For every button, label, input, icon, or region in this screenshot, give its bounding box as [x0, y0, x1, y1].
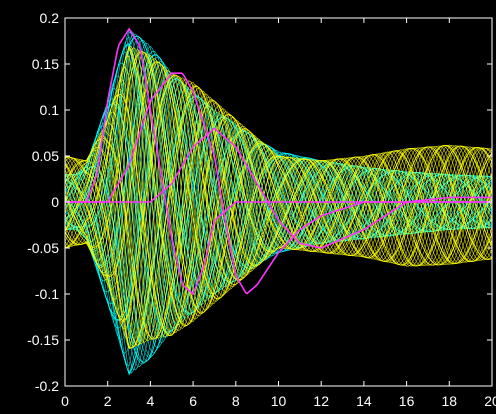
- x-tick-label: 10: [271, 393, 287, 409]
- plot-area: [65, 27, 492, 376]
- trajectory-line: [65, 82, 492, 345]
- trajectory-line: [65, 46, 492, 336]
- trajectory-line: [65, 64, 492, 321]
- y-tick-label: 0.1: [40, 102, 60, 118]
- series-bundle: [65, 45, 492, 350]
- y-tick-label: -0.05: [27, 240, 59, 256]
- trajectory-line: [65, 74, 492, 349]
- trajectory-line: [65, 60, 492, 321]
- trajectory-line: [65, 84, 492, 344]
- trajectory-line: [65, 80, 492, 346]
- x-tick-label: 8: [232, 393, 240, 409]
- y-tick-label: -0.15: [27, 332, 59, 348]
- trajectory-line: [65, 50, 492, 326]
- x-tick-label: 18: [442, 393, 458, 409]
- y-axis: 0.2 0.15 0.1 0.05 0 -0.05 -0.1 -0.15 -0.2: [27, 10, 492, 394]
- x-axis: 0 2 4 6 8 10 12 14 16 18 20: [61, 18, 496, 409]
- y-tick-label: 0.2: [40, 10, 60, 26]
- x-tick-label: 6: [189, 393, 197, 409]
- trajectory-line: [65, 50, 492, 326]
- x-tick-label: 4: [147, 393, 155, 409]
- trajectory-line: [65, 74, 492, 350]
- trajectory-line: [65, 93, 492, 340]
- x-tick-label: 14: [356, 393, 372, 409]
- trajectory-line: [65, 103, 492, 353]
- x-tick-label: 20: [484, 393, 496, 409]
- y-tick-label: 0: [51, 194, 59, 210]
- trajectory-line: [65, 47, 492, 336]
- x-tick-label: 2: [104, 393, 112, 409]
- reference-trajectory: [65, 72, 492, 295]
- trajectory-line: [65, 93, 492, 339]
- x-tick-label: 12: [313, 393, 329, 409]
- x-tick-label: 16: [399, 393, 415, 409]
- trajectory-line: [65, 93, 492, 338]
- trajectory-line: [65, 67, 492, 321]
- y-tick-label: -0.2: [35, 378, 59, 394]
- trajectory-line: [65, 85, 492, 342]
- trajectory-line: [65, 54, 492, 315]
- y-tick-label: 0.15: [32, 56, 59, 72]
- x-tick-label: 0: [61, 393, 69, 409]
- reference-trajectory: [65, 127, 492, 249]
- trajectory-line: [65, 56, 492, 336]
- y-tick-label: 0.05: [32, 148, 59, 164]
- trajectory-line: [65, 85, 492, 340]
- y-tick-label: -0.1: [35, 286, 59, 302]
